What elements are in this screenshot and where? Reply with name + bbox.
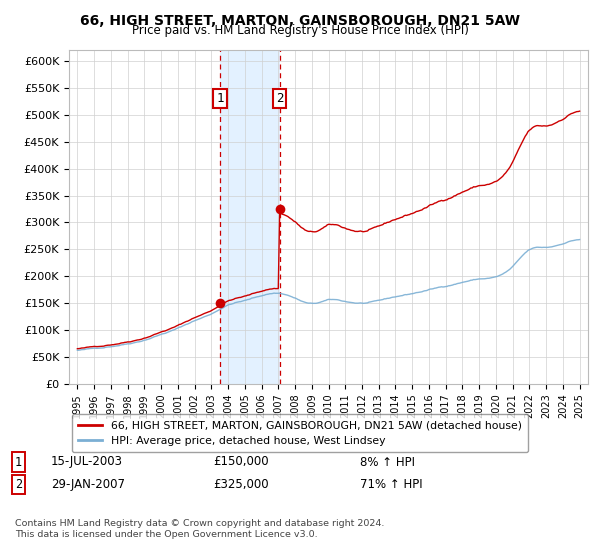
- Text: 71% ↑ HPI: 71% ↑ HPI: [360, 478, 422, 491]
- Text: Contains HM Land Registry data © Crown copyright and database right 2024.: Contains HM Land Registry data © Crown c…: [15, 519, 385, 528]
- Text: 8% ↑ HPI: 8% ↑ HPI: [360, 455, 415, 469]
- Text: Price paid vs. HM Land Registry's House Price Index (HPI): Price paid vs. HM Land Registry's House …: [131, 24, 469, 37]
- Legend: 66, HIGH STREET, MARTON, GAINSBOROUGH, DN21 5AW (detached house), HPI: Average p: 66, HIGH STREET, MARTON, GAINSBOROUGH, D…: [72, 414, 529, 452]
- Text: £150,000: £150,000: [213, 455, 269, 469]
- Text: 29-JAN-2007: 29-JAN-2007: [51, 478, 125, 491]
- Text: 1: 1: [217, 92, 224, 105]
- Text: 15-JUL-2003: 15-JUL-2003: [51, 455, 123, 469]
- Text: This data is licensed under the Open Government Licence v3.0.: This data is licensed under the Open Gov…: [15, 530, 317, 539]
- Text: 2: 2: [15, 478, 22, 491]
- Text: 66, HIGH STREET, MARTON, GAINSBOROUGH, DN21 5AW: 66, HIGH STREET, MARTON, GAINSBOROUGH, D…: [80, 14, 520, 28]
- Text: 1: 1: [15, 455, 22, 469]
- Bar: [220, 50, 280, 384]
- Text: 2: 2: [276, 92, 283, 105]
- Text: £325,000: £325,000: [213, 478, 269, 491]
